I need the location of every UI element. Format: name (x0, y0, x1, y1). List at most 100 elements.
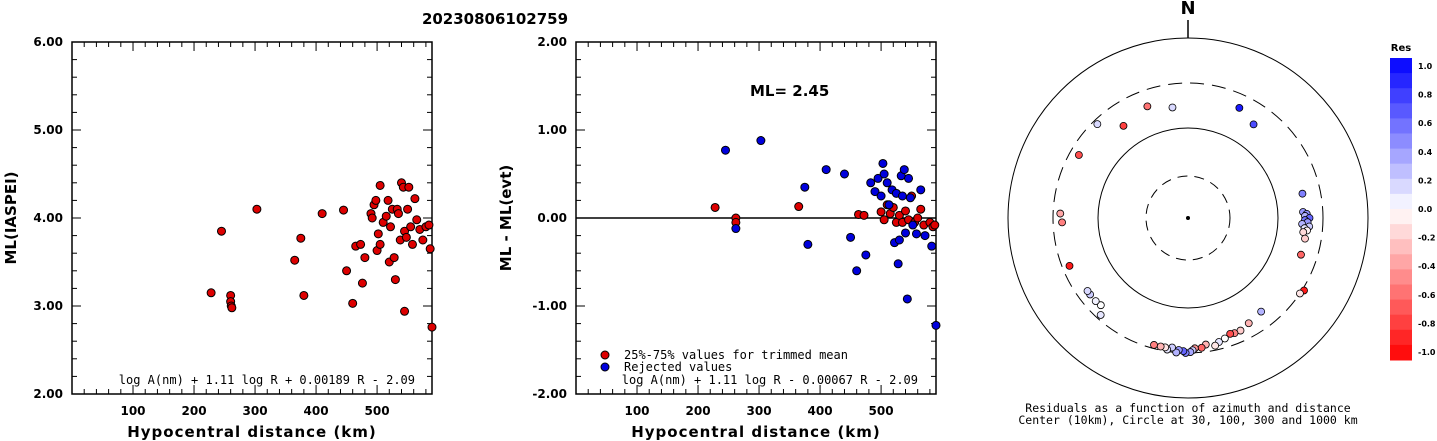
station-point (1235, 103, 1244, 112)
magnitude-point (357, 278, 367, 288)
magnitude-point (206, 288, 216, 298)
magnitude-point (386, 222, 396, 232)
magnitude-point (296, 233, 306, 243)
colorbar-segment (1390, 118, 1412, 134)
residual-point (897, 191, 907, 201)
residual-point (882, 178, 892, 188)
residual-point (866, 178, 876, 188)
station-point (1301, 234, 1309, 243)
residual-point (916, 185, 926, 195)
colorbar-title: Res (1391, 43, 1411, 54)
colorbar-tick-label: 1.0 (1418, 62, 1433, 71)
residual-point (904, 173, 914, 183)
station-point (1168, 103, 1177, 112)
magnitude-point (342, 266, 352, 276)
colorbar-tick-label: 0.6 (1418, 119, 1433, 128)
ring-100km (1097, 127, 1279, 309)
north-label: N (1180, 0, 1195, 19)
magnitude-point (400, 306, 410, 316)
magnitude-point (252, 204, 262, 214)
magnitude-point (425, 244, 435, 254)
residual-point (884, 200, 894, 210)
magnitude-point (424, 220, 434, 230)
residual-point (900, 206, 910, 216)
x-tick-label: 200 (686, 404, 711, 418)
y-tick-label: 1.00 (537, 123, 567, 137)
y-tick-label: 4.00 (33, 211, 63, 225)
legend-label-rejected: Rejected values (624, 360, 732, 374)
magnitude-point (356, 239, 366, 249)
colorbar-segment (1390, 239, 1412, 255)
colorbar-segment (1390, 73, 1412, 89)
residual-point (859, 210, 869, 220)
y-tick-label: -1.00 (532, 299, 567, 313)
legend-marker-accepted (600, 350, 610, 360)
residual-point (931, 320, 941, 330)
colorbar-segment (1390, 224, 1412, 240)
magnitude-point (404, 182, 414, 192)
residual-point (846, 232, 856, 242)
colorbar: 1.0 0.8 0.6 0.4 0.2 0.0 -0.2 -0.4 -0.6 -0.8 -1.0 (1390, 58, 1436, 361)
formula-label: log A(nm) + 1.11 log R + 0.00189 R - 2.0… (119, 373, 415, 387)
legend-label-accepted: 25%-75% values for trimmed mean (624, 348, 848, 362)
y-tick-label: 2.00 (33, 387, 63, 401)
station-point (1074, 151, 1083, 159)
magnitude-point (383, 195, 393, 205)
magnitude-point (290, 255, 300, 265)
station-point (1150, 341, 1158, 349)
y-tick-label: 5.00 (33, 123, 63, 137)
magnitude-point (375, 239, 385, 249)
station-point (1299, 228, 1308, 237)
magnitude-point (371, 195, 381, 205)
residual-point (794, 202, 804, 212)
station-point (1298, 189, 1307, 198)
station-point (1056, 209, 1065, 218)
colorbar-segment (1390, 163, 1412, 180)
y-tick-label: 3.00 (33, 299, 63, 313)
magnitude-point (339, 205, 349, 215)
figure-title: 20230806102759 (422, 10, 568, 28)
residual-point (927, 241, 937, 251)
y-tick-label: 2.00 (537, 35, 567, 49)
colorbar-tick-label: -0.4 (1418, 262, 1436, 271)
caption-line-1: Residuals as a function of azimuth and d… (1025, 401, 1350, 415)
magnitude-point (427, 322, 437, 332)
colorbar-segment (1390, 103, 1412, 119)
residual-point (821, 165, 831, 175)
x-tick-label: 400 (304, 404, 329, 418)
y-axis-label: ML(IASPEI) (2, 171, 20, 264)
legend-marker-rejected (600, 362, 610, 372)
residual-point (803, 239, 813, 249)
station-point (1065, 261, 1074, 270)
residual-point (879, 169, 889, 179)
magnitude-point (367, 213, 377, 223)
residual-point (920, 231, 930, 241)
station-point (1197, 343, 1206, 352)
residual-vs-distance-chart: 100 200 300 400 500 -2.00 -1.00 0.00 1.00 2.00 ML… (497, 35, 941, 441)
formula-label: log A(nm) + 1.11 log R - 0.00067 R - 2.0… (622, 373, 918, 387)
station-point (1093, 120, 1102, 129)
colorbar-segment (1390, 58, 1412, 74)
colorbar-segment (1390, 269, 1412, 285)
station-point (1119, 121, 1128, 130)
residual-point (870, 187, 880, 197)
magnitude-point (375, 180, 385, 190)
colorbar-tick-label: -0.6 (1418, 291, 1436, 300)
y-axis-label: ML - ML(evt) (497, 165, 515, 271)
magnitude-point (390, 275, 400, 285)
station-points (1056, 102, 1314, 357)
station-point (1058, 218, 1066, 227)
colorbar-segment (1390, 193, 1412, 210)
residual-point (873, 173, 883, 183)
x-tick-label: 300 (243, 404, 268, 418)
station-point (1083, 287, 1092, 295)
colorbar-tick-label: 0.2 (1418, 176, 1432, 185)
residual-point (756, 136, 766, 146)
magnitude-point (381, 211, 391, 221)
magnitude-point (406, 222, 416, 232)
axis-ticks: 100 200 300 400 500 -2.00 -1.00 0.00 1.00 2.00 (532, 35, 936, 418)
residual-point (731, 224, 741, 234)
residual-point (876, 191, 886, 201)
colorbar-tick-label: -1.0 (1418, 348, 1436, 357)
